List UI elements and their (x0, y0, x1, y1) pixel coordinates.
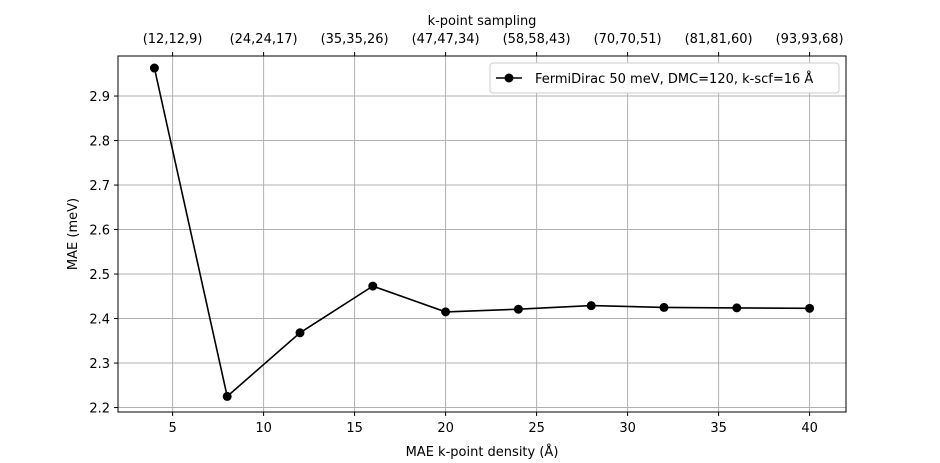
x-tick-label: 25 (528, 421, 545, 436)
data-point (295, 328, 305, 338)
x-tick-label: 30 (619, 421, 636, 436)
top-tick-label: (47,47,34) (412, 32, 480, 47)
y-tick-label: 2.7 (89, 179, 110, 194)
y-tick-label: 2.3 (89, 357, 110, 372)
top-tick-label: (24,24,17) (230, 32, 298, 47)
y-axis-title: MAE (meV) (66, 198, 81, 270)
top-tick-label: (35,35,26) (321, 32, 389, 47)
data-point (441, 307, 451, 317)
top-tick-label: (81,81,60) (685, 32, 753, 47)
top-axis-title: k-point sampling (428, 14, 537, 29)
legend-box (489, 62, 840, 94)
data-point (586, 301, 596, 311)
grid-layer (118, 56, 846, 412)
top-tick-label: (70,70,51) (594, 32, 662, 47)
x-tick-label: 10 (255, 421, 272, 436)
x-tick-label: 15 (346, 421, 363, 436)
y-tick-label: 2.6 (89, 224, 110, 239)
legend-marker-swatch (504, 73, 514, 83)
top-tick-label: (12,12,9) (143, 32, 203, 47)
plot-frame (117, 55, 847, 413)
x-tick-label: 35 (710, 421, 727, 436)
top-tick-label: (93,93,68) (776, 32, 844, 47)
data-point (149, 63, 159, 73)
y-tick-label: 2.8 (89, 135, 110, 150)
legend: FermiDirac 50 meV, DMC=120, k-scf=16 Å (489, 62, 840, 94)
x-tick-label: 40 (801, 421, 818, 436)
series-line (153, 67, 810, 398)
x-axis-title: MAE k-point density (Å) (406, 444, 559, 460)
series-layer (149, 63, 815, 401)
y-tick-label: 2.4 (89, 313, 110, 328)
data-point (732, 303, 742, 313)
x-tick-label: 5 (168, 421, 176, 436)
y-tick-label: 2.5 (89, 268, 110, 283)
data-point (368, 281, 378, 291)
data-point (805, 303, 815, 313)
legend-label: FermiDirac 50 meV, DMC=120, k-scf=16 Å (535, 71, 813, 87)
data-point (222, 391, 232, 401)
top-tick-label: (58,58,43) (503, 32, 571, 47)
data-point (659, 302, 669, 312)
data-point (513, 304, 523, 314)
y-tick-label: 2.9 (89, 90, 110, 105)
x-tick-label: 20 (437, 421, 454, 436)
y-tick-label: 2.2 (89, 402, 110, 417)
tick-layer: 5 10 15 20 25 30 35 40 2.2 2.3 2.4 2.5 2.6 2.7 2.8 2.9 (… (89, 32, 843, 436)
